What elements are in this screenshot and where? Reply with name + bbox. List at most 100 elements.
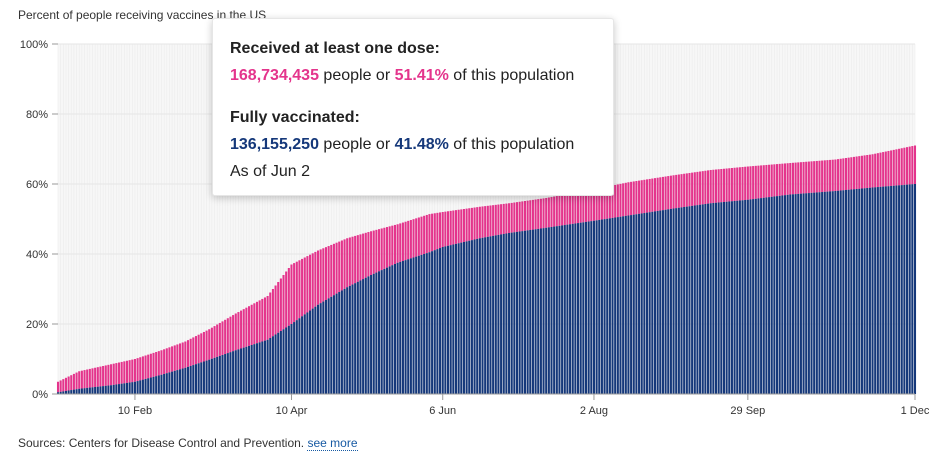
bar-fully-vaccinated bbox=[454, 243, 458, 395]
bar-fully-vaccinated bbox=[691, 205, 694, 395]
bar-at-least-one-dose bbox=[558, 195, 561, 226]
bar-at-least-one-dose bbox=[383, 227, 386, 269]
bar-at-least-one-dose bbox=[348, 237, 351, 286]
bar-at-least-one-dose bbox=[776, 164, 779, 197]
bar-at-least-one-dose bbox=[492, 205, 495, 236]
bar-at-least-one-dose bbox=[354, 235, 357, 284]
bar-fully-vaccinated bbox=[555, 226, 558, 394]
bar-at-least-one-dose bbox=[309, 254, 312, 311]
bar-at-least-one-dose bbox=[651, 178, 654, 212]
bar-at-least-one-dose bbox=[295, 261, 298, 321]
bar-at-least-one-dose bbox=[770, 164, 773, 197]
bar-at-least-one-dose bbox=[359, 234, 362, 281]
bar-fully-vaccinated bbox=[468, 240, 471, 394]
bar-at-least-one-dose bbox=[725, 168, 728, 202]
bar-fully-vaccinated bbox=[823, 191, 826, 394]
bar-at-least-one-dose bbox=[547, 197, 550, 228]
bar-at-least-one-dose bbox=[385, 227, 389, 268]
bar-fully-vaccinated bbox=[380, 270, 383, 394]
bar-fully-vaccinated bbox=[478, 238, 481, 394]
bar-at-least-one-dose bbox=[754, 165, 757, 199]
bar-fully-vaccinated bbox=[839, 190, 842, 394]
bar-at-least-one-dose bbox=[696, 171, 699, 206]
bar-fully-vaccinated bbox=[149, 377, 152, 394]
bar-at-least-one-dose bbox=[831, 159, 834, 192]
bar-fully-vaccinated bbox=[850, 189, 853, 394]
see-more-link[interactable]: see more bbox=[307, 436, 358, 451]
bar-fully-vaccinated bbox=[659, 210, 662, 394]
bar-fully-vaccinated bbox=[433, 250, 436, 394]
bar-fully-vaccinated bbox=[656, 210, 659, 394]
bar-at-least-one-dose bbox=[728, 168, 731, 202]
bar-at-least-one-dose bbox=[404, 221, 407, 261]
bar-fully-vaccinated bbox=[484, 237, 487, 394]
bar-at-least-one-dose bbox=[616, 184, 619, 218]
bar-at-least-one-dose bbox=[778, 163, 781, 196]
bar-at-least-one-dose bbox=[579, 191, 582, 223]
bar-at-least-one-dose bbox=[858, 156, 861, 189]
bar-fully-vaccinated bbox=[327, 298, 330, 394]
bar-fully-vaccinated bbox=[462, 242, 465, 394]
bar-at-least-one-dose bbox=[184, 341, 187, 368]
bar-at-least-one-dose bbox=[324, 247, 328, 300]
bar-at-least-one-dose bbox=[627, 182, 630, 216]
bar-fully-vaccinated bbox=[860, 188, 863, 394]
bar-fully-vaccinated bbox=[473, 239, 476, 394]
bar-fully-vaccinated bbox=[83, 388, 86, 394]
bar-fully-vaccinated bbox=[826, 191, 829, 394]
bar-fully-vaccinated bbox=[470, 240, 473, 395]
bar-fully-vaccinated bbox=[709, 203, 712, 394]
bar-fully-vaccinated bbox=[362, 279, 365, 394]
bar-at-least-one-dose bbox=[282, 275, 285, 330]
bar-at-least-one-dose bbox=[112, 363, 115, 385]
bar-at-least-one-dose bbox=[120, 361, 123, 384]
bar-fully-vaccinated bbox=[319, 303, 322, 394]
bar-at-least-one-dose bbox=[96, 367, 99, 387]
bar-at-least-one-dose bbox=[75, 372, 78, 390]
bar-fully-vaccinated bbox=[293, 322, 296, 394]
x-tick-label: 29 Sep bbox=[730, 405, 765, 417]
bar-fully-vaccinated bbox=[852, 189, 856, 394]
bar-fully-vaccinated bbox=[388, 266, 391, 394]
bar-fully-vaccinated bbox=[242, 347, 245, 395]
bar-at-least-one-dose bbox=[117, 362, 121, 385]
tooltip-full-suffix: of this population bbox=[448, 136, 575, 153]
bar-at-least-one-dose bbox=[791, 162, 794, 195]
bar-fully-vaccinated bbox=[197, 363, 200, 394]
bar-at-least-one-dose bbox=[287, 268, 290, 326]
bar-fully-vaccinated bbox=[279, 331, 282, 394]
bar-at-least-one-dose bbox=[189, 338, 192, 366]
bar-at-least-one-dose bbox=[94, 367, 97, 387]
bar-at-least-one-dose bbox=[436, 212, 439, 250]
bar-fully-vaccinated bbox=[160, 374, 163, 394]
bar-fully-vaccinated bbox=[125, 382, 129, 394]
bar-fully-vaccinated bbox=[269, 338, 272, 394]
bar-fully-vaccinated bbox=[622, 216, 625, 394]
bar-at-least-one-dose bbox=[518, 201, 521, 232]
bar-series[interactable] bbox=[56, 145, 917, 395]
bar-fully-vaccinated bbox=[741, 200, 744, 394]
bar-fully-vaccinated bbox=[401, 261, 404, 394]
bar-fully-vaccinated bbox=[436, 249, 439, 394]
bar-at-least-one-dose bbox=[481, 206, 484, 238]
bar-fully-vaccinated bbox=[492, 235, 495, 394]
bar-at-least-one-dose bbox=[762, 165, 765, 198]
bar-fully-vaccinated bbox=[876, 187, 879, 394]
bar-fully-vaccinated bbox=[155, 376, 158, 394]
bar-fully-vaccinated bbox=[348, 285, 351, 394]
bar-at-least-one-dose bbox=[494, 204, 497, 236]
bar-at-least-one-dose bbox=[258, 300, 261, 343]
bar-at-least-one-dose bbox=[269, 292, 272, 338]
bar-at-least-one-dose bbox=[115, 363, 118, 385]
bar-at-least-one-dose bbox=[733, 167, 736, 201]
bar-fully-vaccinated bbox=[287, 325, 290, 394]
bar-fully-vaccinated bbox=[600, 219, 603, 394]
bar-at-least-one-dose bbox=[871, 154, 874, 188]
bar-fully-vaccinated bbox=[486, 236, 489, 394]
bar-fully-vaccinated bbox=[813, 192, 816, 394]
bar-fully-vaccinated bbox=[537, 228, 540, 395]
bar-fully-vaccinated bbox=[359, 280, 362, 394]
bar-fully-vaccinated bbox=[773, 196, 776, 394]
bar-at-least-one-dose bbox=[202, 331, 205, 362]
bar-fully-vaccinated bbox=[104, 385, 107, 394]
